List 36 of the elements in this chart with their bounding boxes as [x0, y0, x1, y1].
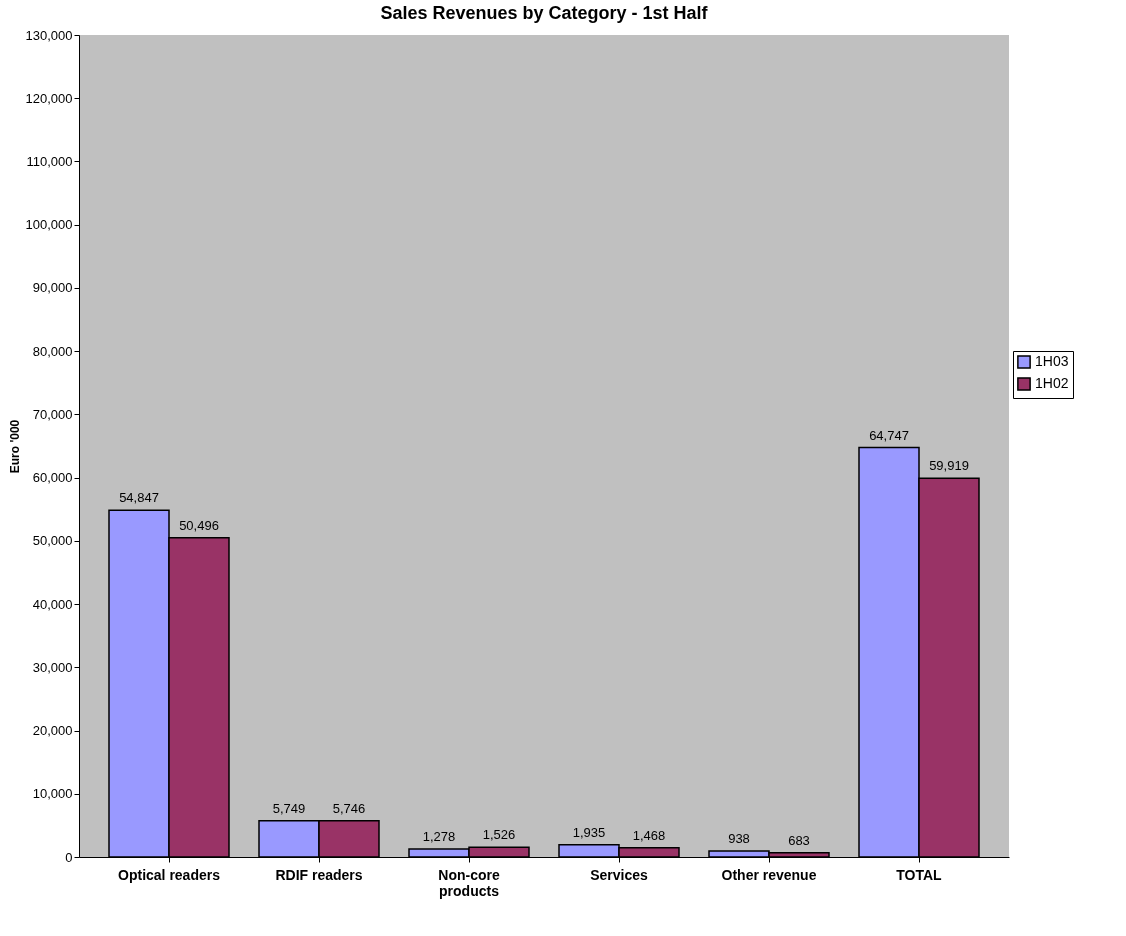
y-tick-label: 50,000	[32, 533, 73, 549]
data-label: 1,468	[632, 827, 666, 843]
data-label: 54,847	[119, 490, 159, 506]
data-label: 5,746	[332, 800, 366, 816]
data-label: 64,747	[869, 427, 909, 443]
y-tick-label: 10,000	[32, 786, 73, 802]
y-tick-label: 70,000	[32, 406, 73, 422]
y-tick-label: 100,000	[25, 217, 73, 233]
y-tick-label: 0	[65, 849, 73, 865]
data-label: 683	[788, 832, 810, 848]
chart-title: Sales Revenues by Category - 1st Half	[380, 3, 709, 23]
x-tick-label: Services	[590, 866, 649, 883]
y-tick-label: 120,000	[25, 90, 73, 106]
data-label: 1,278	[422, 828, 456, 844]
y-tick-label: 40,000	[32, 596, 73, 612]
y-tick-label: 60,000	[32, 470, 73, 486]
y-tick-label: 20,000	[32, 723, 73, 739]
data-label: 1,935	[572, 824, 606, 840]
x-tick-label: TOTAL	[896, 866, 943, 883]
y-axis-title: Euro '000	[7, 419, 22, 474]
data-label: 1,526	[482, 827, 516, 843]
y-tick-label: 130,000	[25, 27, 73, 43]
x-tick-label: Other revenue	[721, 866, 817, 883]
y-tick-label: 80,000	[32, 343, 73, 359]
legend-label: 1H02	[1035, 375, 1069, 391]
x-tick-label: RDIF readers	[275, 866, 363, 883]
y-tick-label: 90,000	[32, 280, 73, 296]
data-label: 50,496	[179, 517, 219, 533]
data-label: 938	[728, 831, 750, 847]
y-tick-label: 110,000	[26, 153, 73, 169]
legend-label: 1H03	[1035, 353, 1069, 369]
data-label: 5,749	[272, 800, 306, 816]
x-tick-label: Optical readers	[118, 866, 221, 883]
x-tick-label: Non-core products	[438, 866, 500, 899]
y-tick-label: 30,000	[32, 659, 73, 675]
data-label: 59,919	[929, 458, 969, 474]
